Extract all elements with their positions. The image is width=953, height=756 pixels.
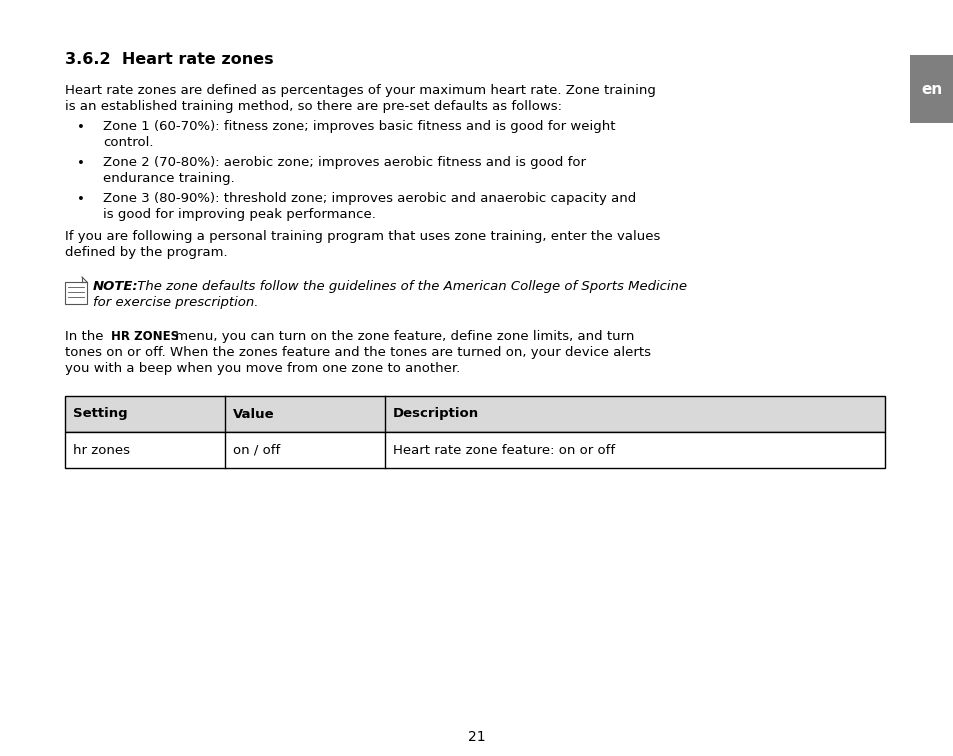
Text: The zone defaults follow the guidelines of the American College of Sports Medici: The zone defaults follow the guidelines …: [132, 280, 686, 293]
Text: Description: Description: [393, 407, 478, 420]
Text: Zone 2 (70-80%): aerobic zone; improves aerobic fitness and is good for: Zone 2 (70-80%): aerobic zone; improves …: [103, 156, 585, 169]
Text: control.: control.: [103, 136, 153, 149]
Text: Value: Value: [233, 407, 274, 420]
Bar: [65, 282, 87, 304]
Text: HR ZONES: HR ZONES: [111, 330, 179, 343]
Bar: [65, 432, 884, 468]
Bar: [65, 396, 884, 432]
Text: endurance training.: endurance training.: [103, 172, 234, 185]
Text: Zone 1 (60-70%): fitness zone; improves basic fitness and is good for weight: Zone 1 (60-70%): fitness zone; improves …: [103, 120, 615, 133]
Text: Zone 3 (80-90%): threshold zone; improves aerobic and anaerobic capacity and: Zone 3 (80-90%): threshold zone; improve…: [103, 192, 636, 205]
Bar: [909, 55, 953, 123]
Text: •: •: [77, 193, 85, 206]
Text: Setting: Setting: [73, 407, 128, 420]
Text: you with a beep when you move from one zone to another.: you with a beep when you move from one z…: [65, 362, 459, 375]
Text: NOTE:: NOTE:: [92, 280, 138, 293]
Text: In the: In the: [65, 330, 108, 343]
Text: hr zones: hr zones: [73, 444, 130, 457]
Text: •: •: [77, 121, 85, 134]
Text: 21: 21: [468, 730, 485, 744]
Text: •: •: [77, 157, 85, 170]
Text: Heart rate zones are defined as percentages of your maximum heart rate. Zone tra: Heart rate zones are defined as percenta…: [65, 84, 656, 97]
Text: is an established training method, so there are pre-set defaults as follows:: is an established training method, so th…: [65, 100, 561, 113]
Text: 3.6.2  Heart rate zones: 3.6.2 Heart rate zones: [65, 52, 274, 67]
Text: defined by the program.: defined by the program.: [65, 246, 228, 259]
Text: for exercise prescription.: for exercise prescription.: [92, 296, 258, 309]
Text: If you are following a personal training program that uses zone training, enter : If you are following a personal training…: [65, 230, 659, 243]
Text: tones on or off. When the zones feature and the tones are turned on, your device: tones on or off. When the zones feature …: [65, 346, 650, 359]
Text: menu, you can turn on the zone feature, define zone limits, and turn: menu, you can turn on the zone feature, …: [171, 330, 634, 343]
Text: is good for improving peak performance.: is good for improving peak performance.: [103, 208, 375, 221]
Text: Heart rate zone feature: on or off: Heart rate zone feature: on or off: [393, 444, 615, 457]
Text: on / off: on / off: [233, 444, 280, 457]
Text: en: en: [921, 82, 942, 97]
